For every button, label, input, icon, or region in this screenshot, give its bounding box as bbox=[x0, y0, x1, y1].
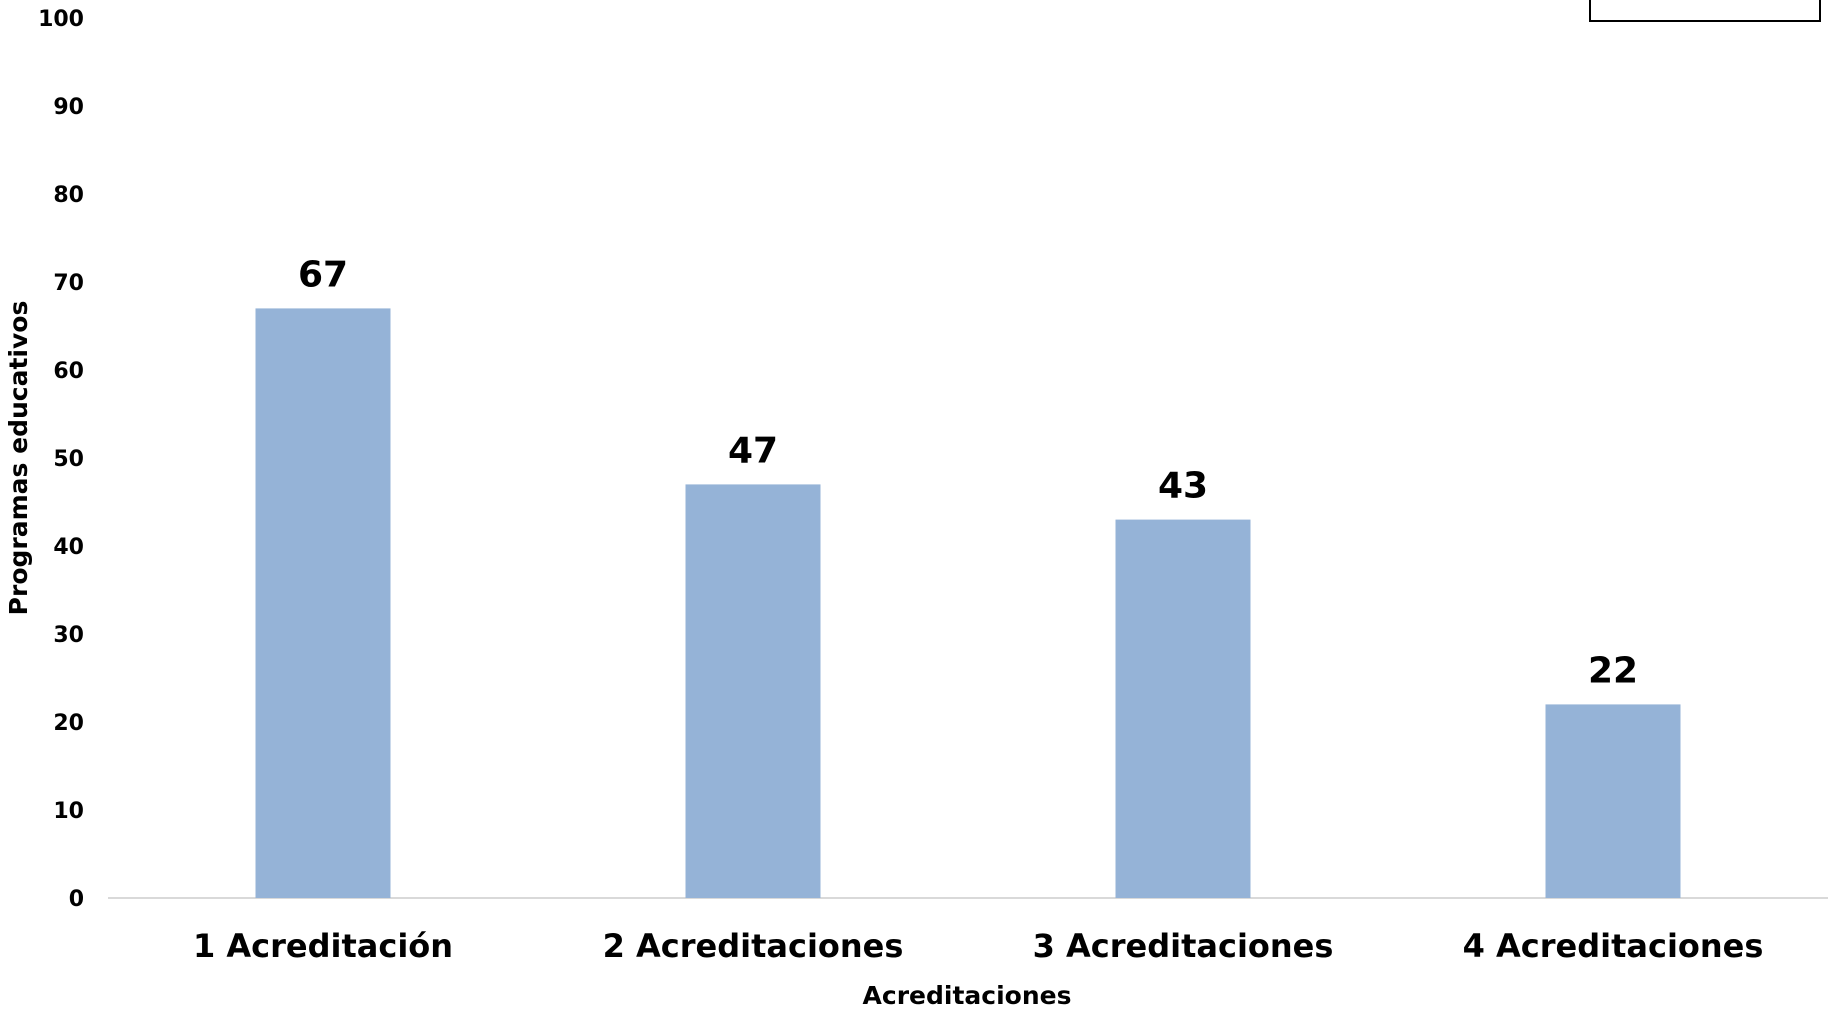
data-label: 43 bbox=[1158, 466, 1208, 507]
data-labels-group: 67 47 43 22 bbox=[298, 254, 1638, 691]
bar bbox=[1115, 519, 1251, 898]
bar bbox=[255, 308, 391, 898]
category-label: 2 Acreditaciones bbox=[603, 927, 904, 965]
y-tick-label: 90 bbox=[53, 95, 84, 120]
y-tick-label: 100 bbox=[38, 7, 84, 32]
y-tick-label: 40 bbox=[53, 535, 84, 560]
bars-group bbox=[255, 308, 1681, 898]
category-labels-group: 1 Acreditación 2 Acreditaciones 3 Acredita… bbox=[193, 927, 1763, 965]
bar bbox=[685, 484, 821, 898]
y-axis-ticks: 0 10 20 30 40 50 60 70 80 90 100 bbox=[38, 7, 84, 912]
data-label: 22 bbox=[1588, 650, 1638, 691]
y-tick-label: 20 bbox=[53, 711, 84, 736]
bar bbox=[1545, 704, 1681, 898]
category-label: 3 Acreditaciones bbox=[1033, 927, 1334, 965]
y-tick-label: 80 bbox=[53, 183, 84, 208]
category-label: 4 Acreditaciones bbox=[1463, 927, 1764, 965]
y-tick-label: 50 bbox=[53, 447, 84, 472]
y-tick-label: 70 bbox=[53, 271, 84, 296]
y-tick-label: 10 bbox=[53, 799, 84, 824]
y-tick-label: 30 bbox=[53, 623, 84, 648]
data-label: 67 bbox=[298, 254, 348, 295]
x-axis-label: Acreditaciones bbox=[863, 981, 1072, 1010]
data-label: 47 bbox=[728, 430, 778, 471]
category-label: 1 Acreditación bbox=[193, 927, 453, 965]
legend-box bbox=[1589, 0, 1821, 22]
y-axis-label: Programas educativos bbox=[4, 301, 33, 616]
y-tick-label: 0 bbox=[69, 887, 84, 912]
y-tick-label: 60 bbox=[53, 359, 84, 384]
